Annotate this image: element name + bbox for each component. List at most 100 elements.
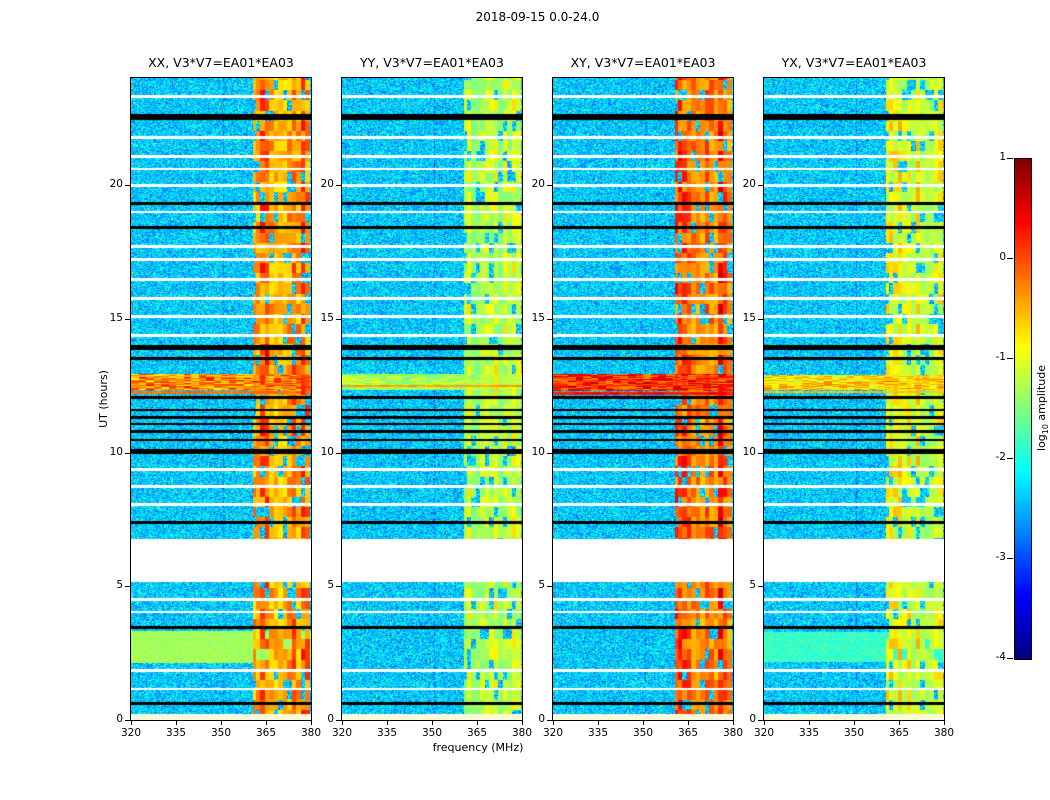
x-tick-mark (266, 721, 267, 725)
panel-title: XY, V3*V7=EA01*EA03 (570, 55, 716, 70)
x-tick-mark (809, 721, 810, 725)
x-tick-label: 335 (798, 727, 820, 739)
x-tick-mark (432, 721, 433, 725)
y-tick-mark (758, 318, 763, 320)
colorbar-tick-label: -2 (995, 451, 1006, 463)
x-tick-label: 350 (421, 727, 443, 739)
x-tick-mark (598, 721, 599, 725)
x-tick-label: 320 (331, 727, 353, 739)
x-tick-mark (477, 721, 478, 725)
y-tick-label: 15 (742, 311, 756, 324)
y-tick-label: 10 (531, 445, 545, 458)
y-tick-label: 5 (538, 579, 545, 592)
x-tick-label: 335 (376, 727, 398, 739)
x-tick-label: 320 (120, 727, 142, 739)
colorbar-tick-mark (1007, 358, 1013, 359)
y-tick-mark (336, 720, 341, 721)
y-tick-label: 15 (109, 311, 123, 324)
x-tick-label: 320 (753, 727, 775, 739)
y-tick-label: 10 (742, 445, 756, 458)
y-tick-label: 20 (320, 178, 334, 190)
colorbar-label-pre: log (1035, 434, 1048, 452)
x-tick-label: 380 (511, 727, 533, 739)
colorbar-tick-mark (1007, 458, 1013, 459)
colorbar-tick-label: -1 (995, 351, 1006, 363)
x-tick-label: 365 (255, 727, 277, 739)
x-tick-label: 335 (165, 727, 187, 739)
x-tick-mark (522, 721, 523, 725)
panel-title: YX, V3*V7=EA01*EA03 (781, 55, 927, 70)
spectrogram-canvas (341, 77, 523, 721)
y-tick-mark (547, 185, 552, 186)
y-tick-label: 10 (109, 445, 123, 458)
y-tick-label: 5 (116, 579, 123, 592)
x-tick-label: 350 (843, 727, 865, 739)
x-tick-label: 320 (542, 727, 564, 739)
x-tick-mark (311, 721, 312, 725)
spectrogram-canvas (763, 77, 945, 721)
y-tick-mark (547, 586, 552, 588)
y-tick-mark (125, 318, 130, 320)
colorbar-tick-label: 0 (999, 251, 1006, 263)
y-tick-mark (758, 586, 763, 588)
x-tick-label: 350 (632, 727, 654, 739)
x-tick-mark (643, 721, 644, 725)
x-tick-mark (176, 721, 177, 725)
y-tick-mark (336, 185, 341, 186)
colorbar-label-post: amplitude (1035, 364, 1048, 425)
colorbar-label-sub: 10 (1041, 424, 1050, 435)
y-tick-mark (336, 586, 341, 588)
y-tick-label: 20 (531, 178, 545, 190)
x-tick-label: 350 (210, 727, 232, 739)
x-tick-mark (131, 721, 132, 725)
x-tick-label: 365 (677, 727, 699, 739)
y-axis-label: UT (hours) (97, 370, 110, 428)
x-tick-mark (387, 721, 388, 725)
spectrogram-canvas (130, 77, 312, 721)
y-tick-label: 15 (531, 311, 545, 324)
x-tick-mark (342, 721, 343, 725)
x-tick-mark (688, 721, 689, 725)
panel-title: YY, V3*V7=EA01*EA03 (360, 55, 504, 70)
colorbar-tick-mark (1007, 658, 1013, 659)
x-axis-label: frequency (MHz) (432, 741, 524, 754)
spectrogram-canvas (552, 77, 734, 721)
y-tick-mark (547, 720, 552, 721)
y-tick-mark (758, 720, 763, 721)
y-tick-label: 5 (327, 579, 334, 592)
x-tick-mark (899, 721, 900, 725)
x-tick-mark (854, 721, 855, 725)
y-tick-mark (547, 318, 552, 320)
x-tick-mark (553, 721, 554, 725)
spectrogram-panel: YX, V3*V7=EA01*EA03 320 335 350 365 380 0 5 10… (743, 55, 954, 739)
colorbar-tick-mark (1007, 158, 1013, 159)
colorbar-tick-label: 1 (999, 151, 1006, 163)
y-tick-label: 20 (109, 178, 123, 190)
y-tick-mark (336, 318, 341, 320)
spectrogram-panel: YY, V3*V7=EA01*EA03 320 335 350 365 380 0 5 10… (321, 55, 532, 739)
colorbar-tick-label: -4 (995, 651, 1006, 663)
x-tick-mark (221, 721, 222, 725)
y-tick-mark (125, 586, 130, 588)
spectrogram-panel: XX, V3*V7=EA01*EA03 320 335 350 365 380 0 5 10… (110, 55, 321, 739)
colorbar-tick-label: -3 (995, 551, 1006, 563)
y-tick-mark (125, 452, 130, 454)
colorbar (1014, 158, 1032, 660)
colorbar-label: log10 amplitude (1035, 338, 1050, 478)
x-tick-label: 365 (466, 727, 488, 739)
y-tick-mark (547, 452, 552, 454)
x-tick-mark (764, 721, 765, 725)
y-tick-label: 10 (320, 445, 334, 458)
y-tick-label: 0 (327, 713, 334, 725)
panel-title: XX, V3*V7=EA01*EA03 (148, 55, 294, 70)
figure-title: 2018-09-15 0.0-24.0 (475, 10, 600, 24)
spectrogram-panel: XY, V3*V7=EA01*EA03 320 335 350 365 380 0 5 10… (532, 55, 743, 739)
colorbar-tick-mark (1007, 258, 1013, 259)
x-tick-label: 380 (300, 727, 322, 739)
x-tick-label: 335 (587, 727, 609, 739)
x-tick-mark (944, 721, 945, 725)
y-tick-label: 0 (749, 713, 756, 725)
y-tick-label: 0 (116, 713, 123, 725)
y-tick-mark (758, 185, 763, 186)
